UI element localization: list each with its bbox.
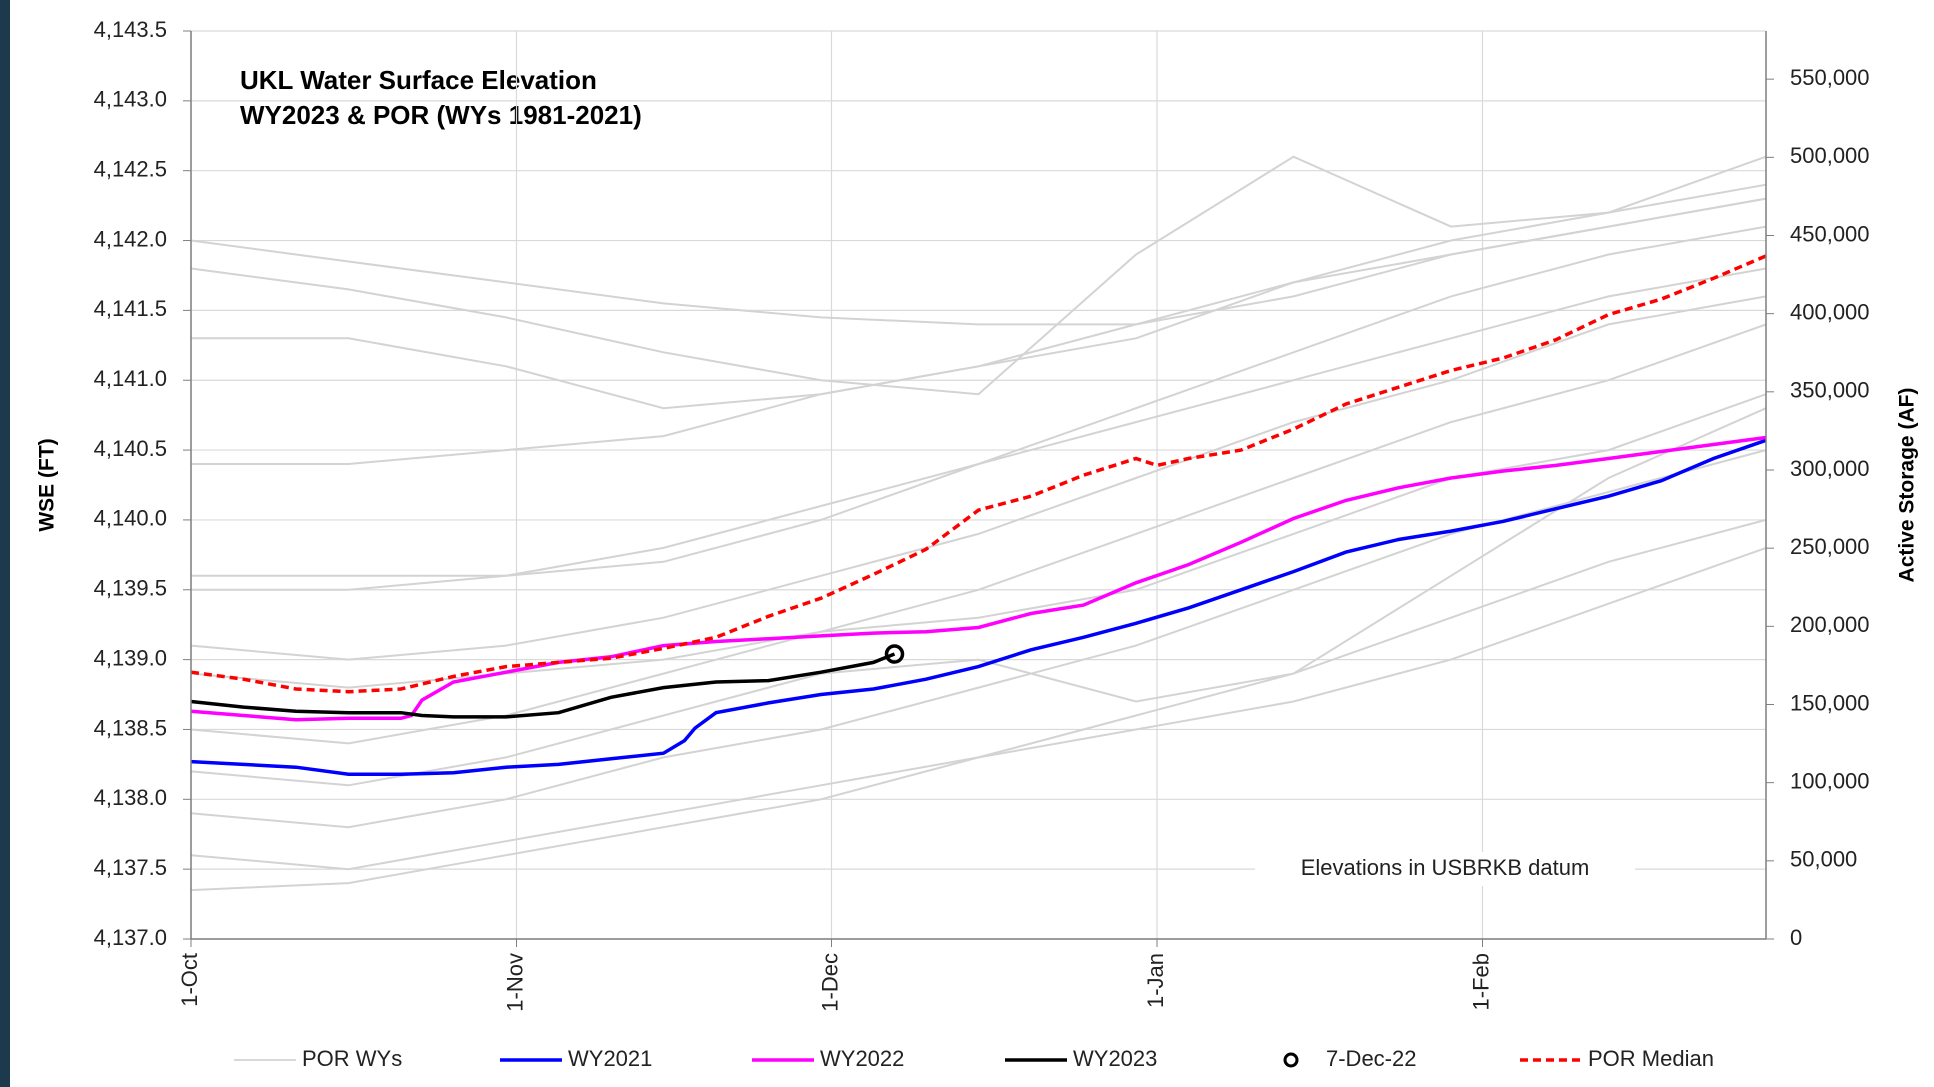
annotation-bg xyxy=(1255,852,1635,886)
y-tick-label: 4,139.5 xyxy=(94,576,167,601)
y-tick-label: 4,139.0 xyxy=(94,645,167,670)
y-tick-label: 4,138.5 xyxy=(94,715,167,740)
por-line xyxy=(190,155,1767,396)
series-line xyxy=(190,438,1767,776)
x-tick-label: 1-Oct xyxy=(177,953,202,1007)
x-tick-label: 1-Dec xyxy=(817,953,842,1012)
x-tick-label: 1-Feb xyxy=(1468,953,1493,1010)
y2-axis-label: Active Storage (AF) xyxy=(1896,388,1919,583)
y-tick-label: 4,138.0 xyxy=(94,785,167,810)
y-tick-label: 4,137.0 xyxy=(94,925,167,950)
y-axis-label: WSE (FT) xyxy=(36,438,59,531)
y-tick-label: 4,143.5 xyxy=(94,17,167,42)
por-line xyxy=(190,546,1767,892)
por-line xyxy=(191,267,1767,591)
y2-tick-label: 200,000 xyxy=(1790,612,1870,637)
por-line xyxy=(190,323,1767,689)
x-tick-label: 1-Nov xyxy=(502,953,527,1012)
por-line xyxy=(190,407,1767,787)
y2-tick-label: 400,000 xyxy=(1790,299,1870,324)
y2-tick-label: 0 xyxy=(1790,925,1802,950)
legend-label: WY2021 xyxy=(568,1046,652,1071)
legend-label: WY2023 xyxy=(1073,1046,1157,1071)
y-tick-label: 4,142.5 xyxy=(94,157,167,182)
x-tick-label: 1-Jan xyxy=(1143,953,1168,1008)
por-line xyxy=(190,393,1767,745)
y2-tick-label: 450,000 xyxy=(1790,221,1870,246)
y-tick-label: 4,143.0 xyxy=(94,87,167,112)
y-tick-label: 4,141.5 xyxy=(94,296,167,321)
point-marker xyxy=(884,644,905,664)
legend-label: 7-Dec-22 xyxy=(1326,1046,1416,1071)
y2-tick-label: 350,000 xyxy=(1790,378,1870,403)
annotation: Elevations in USBRKB datum xyxy=(1301,855,1590,880)
por-line xyxy=(190,295,1767,661)
y-tick-label: 4,140.5 xyxy=(94,436,167,461)
y2-tick-label: 50,000 xyxy=(1790,847,1857,872)
y2-tick-label: 250,000 xyxy=(1790,534,1870,559)
y2-tick-label: 100,000 xyxy=(1790,768,1870,793)
y-tick-label: 4,142.0 xyxy=(94,226,167,251)
legend-label: POR WYs xyxy=(302,1046,402,1071)
legend-label: WY2022 xyxy=(820,1046,904,1071)
y2-tick-label: 500,000 xyxy=(1790,143,1870,168)
y-tick-label: 4,140.0 xyxy=(94,506,167,531)
por-line xyxy=(191,197,1767,465)
y2-tick-label: 150,000 xyxy=(1790,690,1870,715)
y2-tick-label: 550,000 xyxy=(1790,65,1870,90)
y-tick-label: 4,141.0 xyxy=(94,366,167,391)
legend-marker xyxy=(1283,1052,1299,1068)
y-tick-label: 4,137.5 xyxy=(94,855,167,880)
series-line xyxy=(190,652,896,719)
y2-tick-label: 300,000 xyxy=(1790,456,1870,481)
chart-title: UKL Water Surface Elevation xyxy=(240,65,597,95)
chart-subtitle: WY2023 & POR (WYs 1981-2021) xyxy=(240,100,642,130)
panel xyxy=(10,0,1934,1087)
series-line xyxy=(190,254,1767,694)
series-line xyxy=(190,435,1767,722)
legend-label: POR Median xyxy=(1588,1046,1714,1071)
